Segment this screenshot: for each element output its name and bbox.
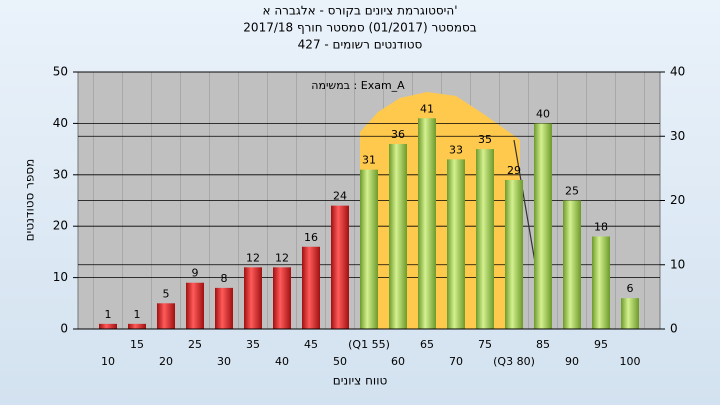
x-tick-label: 35 xyxy=(246,338,260,351)
x-tick-label: 15 xyxy=(130,338,144,351)
bar xyxy=(447,159,465,329)
annotation: במשימה : Exam_A xyxy=(311,79,405,92)
value-label: 25 xyxy=(565,185,579,198)
title-line: בסמסטר (01/2017) סמסטר חורף 2017/18 xyxy=(243,21,476,35)
value-label: 41 xyxy=(420,102,434,115)
value-label: 18 xyxy=(594,220,608,233)
value-label: 1 xyxy=(134,308,141,321)
y2-tick-label: 40 xyxy=(670,65,685,79)
value-label: 24 xyxy=(333,190,347,203)
x-tick-label: 40 xyxy=(275,355,289,368)
bar xyxy=(505,179,523,329)
x-tick-label: 25 xyxy=(188,338,202,351)
bar xyxy=(389,143,407,329)
y2-tick-label: 20 xyxy=(670,193,685,207)
x-tick-label: (Q3 80) xyxy=(493,355,535,368)
x-tick-label: 10 xyxy=(101,355,115,368)
value-label: 29 xyxy=(507,164,521,177)
value-label: 5 xyxy=(163,287,170,300)
x-tick-label: 85 xyxy=(536,338,550,351)
y2-tick-label: 10 xyxy=(670,257,685,271)
bar xyxy=(157,303,175,329)
y-tick-label: 40 xyxy=(53,116,68,130)
bar xyxy=(99,323,117,329)
x-tick-label: 60 xyxy=(391,355,405,368)
x-tick-label: 45 xyxy=(304,338,318,351)
quartile-area xyxy=(360,92,520,329)
x-tick-label: (Q1 55) xyxy=(348,338,390,351)
y-tick-label: 0 xyxy=(60,322,68,336)
y2-tick-label: 0 xyxy=(670,322,678,336)
title-line: סטודנטים רשומים - 427 xyxy=(298,38,423,52)
y-tick-label: 50 xyxy=(53,65,68,79)
trend-line xyxy=(513,139,537,269)
x-axis-label: טווח ציונים xyxy=(333,374,388,388)
value-label: 31 xyxy=(362,154,376,167)
bar xyxy=(476,149,494,329)
bar xyxy=(360,169,378,329)
value-label: 40 xyxy=(536,107,550,120)
value-label: 1 xyxy=(105,308,112,321)
y-tick-label: 10 xyxy=(53,270,68,284)
x-tick-label: 75 xyxy=(478,338,492,351)
value-label: 12 xyxy=(275,251,289,264)
bar xyxy=(418,118,436,329)
value-label: 6 xyxy=(627,282,634,295)
value-label: 16 xyxy=(304,231,318,244)
y-tick-label: 30 xyxy=(53,167,68,181)
x-tick-label: 95 xyxy=(594,338,608,351)
bar xyxy=(273,267,291,329)
value-label: 9 xyxy=(192,267,199,280)
value-label: 8 xyxy=(221,272,228,285)
value-label: 36 xyxy=(391,128,405,141)
bar xyxy=(534,123,552,330)
x-tick-label: 20 xyxy=(159,355,173,368)
bar xyxy=(128,323,146,329)
bar xyxy=(302,246,320,329)
x-tick-label: 100 xyxy=(620,355,641,368)
y-axis-label: מספר סטודנטים xyxy=(23,159,37,242)
y-tick-label: 20 xyxy=(53,219,68,233)
y2-tick-label: 30 xyxy=(670,129,685,143)
x-tick-label: 70 xyxy=(449,355,463,368)
bar xyxy=(215,287,233,329)
bar xyxy=(563,200,581,329)
value-label: 33 xyxy=(449,143,463,156)
value-label: 35 xyxy=(478,133,492,146)
bar xyxy=(621,298,639,329)
x-tick-label: 50 xyxy=(333,355,347,368)
bar xyxy=(186,282,204,329)
title-line: היסטוגרמת ציונים בקורס - אלגברה א' xyxy=(263,4,458,18)
value-label: 12 xyxy=(246,251,260,264)
x-tick-label: 65 xyxy=(420,338,434,351)
x-tick-label: 90 xyxy=(565,355,579,368)
bar xyxy=(592,236,610,329)
bar xyxy=(331,205,349,329)
x-tick-label: 30 xyxy=(217,355,231,368)
bar xyxy=(244,267,262,329)
